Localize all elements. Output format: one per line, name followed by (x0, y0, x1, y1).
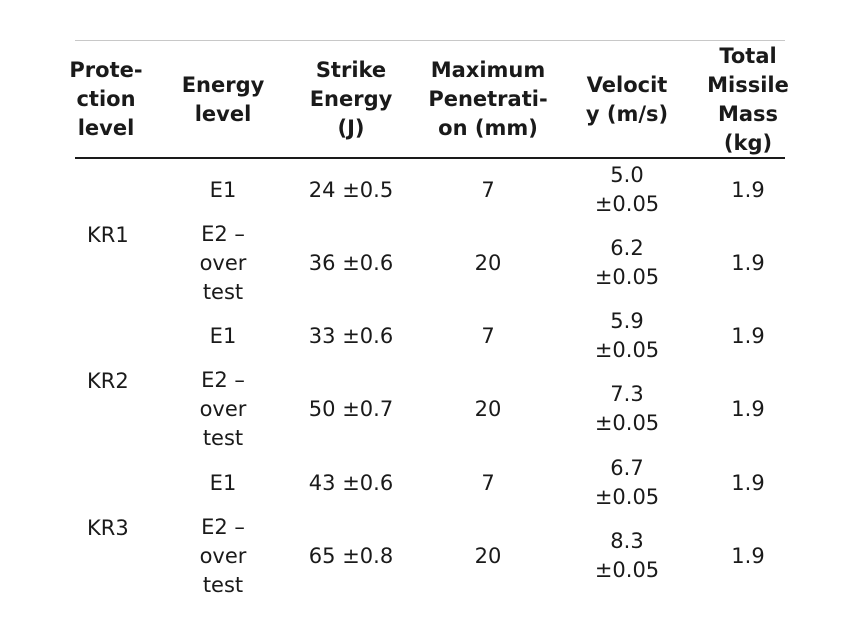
cell-mass: 1.9 (731, 544, 765, 568)
cell-velocity: 8.3 ±0.05 (594, 529, 660, 582)
cell-strike-energy: 36 ±0.6 (308, 251, 394, 275)
cell-max-penetration: 7 (481, 178, 495, 202)
cell-mass: 1.9 (731, 397, 765, 421)
cell-velocity: 6.7 ±0.05 (594, 456, 660, 509)
cell-energy-level: E1 (209, 471, 237, 495)
header-rule (75, 157, 785, 159)
cell-strike-energy: 65 ±0.8 (308, 544, 394, 568)
cell-mass: 1.9 (731, 324, 765, 348)
header-max-penetration: Maximum Penetrati- on (mm) (428, 58, 548, 140)
cell-strike-energy: 33 ±0.6 (308, 324, 394, 348)
cell-strike-energy: 50 ±0.7 (308, 397, 394, 421)
cell-energy-level: E2 – over test (199, 515, 247, 597)
protection-level-kr1: KR1 (87, 223, 129, 247)
cell-max-penetration: 20 (474, 251, 502, 275)
protection-level-kr2: KR2 (87, 369, 129, 393)
cell-max-penetration: 20 (474, 397, 502, 421)
cell-mass: 1.9 (731, 471, 765, 495)
cell-velocity: 6.2 ±0.05 (594, 236, 660, 289)
header-total-mass: Total Missile Mass (kg) (707, 44, 789, 155)
cell-velocity: 7.3 ±0.05 (594, 382, 660, 435)
cell-max-penetration: 7 (481, 471, 495, 495)
cell-energy-level: E2 – over test (199, 222, 247, 304)
table-top-rule (75, 40, 785, 41)
cell-strike-energy: 24 ±0.5 (308, 178, 394, 202)
cell-max-penetration: 7 (481, 324, 495, 348)
cell-velocity: 5.0 ±0.05 (594, 163, 660, 216)
cell-mass: 1.9 (731, 251, 765, 275)
cell-mass: 1.9 (731, 178, 765, 202)
header-strike-energy: Strike Energy (J) (309, 58, 393, 140)
header-energy-level: Energy level (181, 73, 265, 126)
cell-velocity: 5.9 ±0.05 (594, 309, 660, 362)
cell-energy-level: E2 – over test (199, 368, 247, 450)
cell-max-penetration: 20 (474, 544, 502, 568)
cell-energy-level: E1 (209, 324, 237, 348)
header-velocity: Velocit y (m/s) (585, 73, 669, 126)
cell-energy-level: E1 (209, 178, 237, 202)
header-protection-level: Prote- ction level (69, 58, 143, 140)
cell-strike-energy: 43 ±0.6 (308, 471, 394, 495)
protection-level-kr3: KR3 (87, 516, 129, 540)
